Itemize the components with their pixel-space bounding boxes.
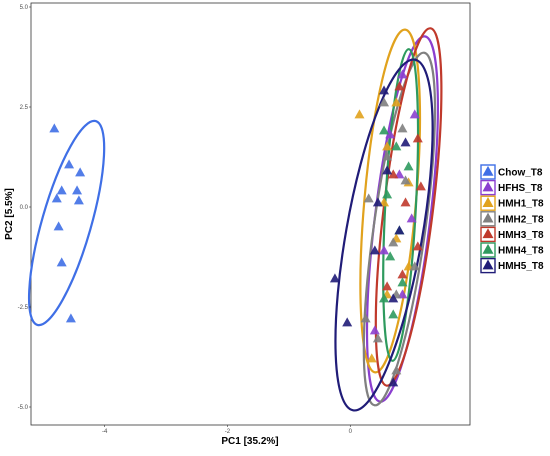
- data-point-hmh2_t8-10: [391, 365, 402, 375]
- data-point-hfhs_t8-4: [406, 213, 417, 223]
- data-point-hmh5_t8-7: [388, 293, 399, 303]
- x-axis-title: PC1 [35.2%]: [221, 436, 278, 447]
- data-point-hmh5_t8-2: [400, 137, 411, 147]
- y-tick-label: 2.5: [20, 105, 29, 111]
- legend-key-triangle: [482, 243, 494, 254]
- x-tick-label: 0: [349, 429, 353, 435]
- legend-label-hmh2_t8: HMH2_T8: [498, 214, 544, 225]
- data-point-hmh2_t8-0: [379, 97, 390, 107]
- legend-key-triangle: [482, 228, 494, 239]
- legend-key-triangle: [482, 259, 494, 270]
- data-point-chow_t8-7: [53, 221, 64, 231]
- legend-label-hmh1_t8: HMH1_T8: [498, 199, 544, 210]
- data-point-hmh3_t8-3: [415, 181, 426, 191]
- data-point-hmh3_t8-1: [412, 133, 423, 143]
- data-point-chow_t8-9: [65, 313, 76, 323]
- data-point-hmh3_t8-7: [382, 281, 393, 291]
- data-point-hmh2_t8-2: [382, 151, 393, 161]
- y-tick-label: -5.0: [18, 405, 29, 411]
- data-point-chow_t8-2: [75, 167, 86, 177]
- confidence-ellipse-hmh2_t8: [362, 51, 437, 407]
- y-tick-label: 5.0: [20, 5, 29, 11]
- marks-layer: [27, 27, 443, 412]
- legend-label-hfhs_t8: HFHS_T8: [498, 183, 543, 194]
- data-point-hmh1_t8-1: [391, 97, 402, 107]
- data-point-hmh5_t8-0: [329, 273, 340, 283]
- data-point-hmh1_t8-0: [354, 109, 365, 119]
- legend-label-hmh3_t8: HMH3_T8: [498, 230, 544, 241]
- data-point-hfhs_t8-1: [409, 109, 420, 119]
- data-point-hmh2_t8-8: [360, 313, 371, 323]
- data-point-hmh4_t8-1: [391, 141, 402, 151]
- y-tick-label: -2.5: [18, 305, 29, 311]
- data-point-hmh4_t8-8: [388, 309, 399, 319]
- data-point-hmh4_t8-5: [385, 251, 396, 261]
- confidence-ellipse-hmh5_t8: [334, 58, 434, 412]
- data-point-hmh3_t8-4: [400, 197, 411, 207]
- data-point-hmh5_t8-6: [369, 245, 380, 255]
- legend-key-triangle: [482, 181, 494, 192]
- legend-key-triangle: [482, 197, 494, 207]
- y-axis-title: PC2 [5.5%]: [4, 188, 15, 240]
- legend-label-chow_t8: Chow_T8: [498, 168, 543, 179]
- legend-label-hmh4_t8: HMH4_T8: [498, 246, 544, 257]
- data-point-hmh2_t8-6: [409, 261, 420, 271]
- data-point-hmh3_t8-2: [388, 169, 399, 179]
- data-point-hmh5_t8-9: [388, 377, 399, 387]
- data-point-hmh2_t8-3: [400, 175, 411, 185]
- x-tick-label: -2: [225, 429, 231, 435]
- data-point-chow_t8-6: [73, 195, 84, 205]
- data-point-hmh1_t8-8: [366, 353, 377, 363]
- ticks-layer: -5.0 -2.5 0.0 2.5 5.0 -4 -2 0: [18, 5, 353, 435]
- data-point-hmh5_t8-4: [372, 197, 383, 207]
- data-point-hmh3_t8-6: [397, 269, 408, 279]
- y-tick-label: 0.0: [20, 205, 29, 211]
- legend-key-triangle: [482, 212, 494, 223]
- data-point-chow_t8-0: [49, 123, 60, 133]
- data-point-hfhs_t8-5: [379, 245, 390, 255]
- data-point-hmh4_t8-3: [382, 189, 393, 199]
- legend: Chow_T8 HFHS_T8 HMH1_T8 HMH2_T8 HMH3_T8 HMH4_…: [480, 164, 544, 274]
- confidence-ellipse-chow_t8: [27, 119, 106, 327]
- data-point-hmh4_t8-2: [403, 161, 414, 171]
- legend-label-hmh5_t8: HMH5_T8: [498, 261, 544, 272]
- data-point-hmh4_t8-7: [379, 293, 390, 303]
- data-point-hmh3_t8-5: [412, 241, 423, 251]
- x-tick-label: -4: [102, 429, 108, 435]
- data-point-hmh5_t8-1: [379, 85, 390, 95]
- data-point-chow_t8-5: [51, 193, 62, 203]
- data-point-hmh5_t8-3: [382, 165, 393, 175]
- data-point-hmh5_t8-5: [394, 225, 405, 235]
- data-point-hmh4_t8-6: [397, 277, 408, 287]
- data-point-chow_t8-8: [56, 257, 67, 267]
- data-point-hmh1_t8-2: [382, 141, 393, 151]
- data-point-hmh3_t8-0: [394, 81, 405, 91]
- data-point-hmh2_t8-5: [388, 237, 399, 247]
- data-point-chow_t8-4: [72, 185, 83, 195]
- data-point-hmh5_t8-8: [342, 317, 353, 327]
- data-point-hmh2_t8-9: [372, 333, 383, 343]
- data-point-hmh2_t8-4: [363, 193, 374, 203]
- data-point-hfhs_t8-0: [397, 69, 408, 79]
- data-point-hfhs_t8-2: [385, 129, 396, 139]
- data-point-hmh2_t8-1: [397, 123, 408, 133]
- data-point-hfhs_t8-7: [369, 325, 380, 335]
- plot-panel: [30, 2, 471, 426]
- data-point-hmh4_t8-0: [379, 125, 390, 135]
- data-point-chow_t8-1: [64, 159, 75, 169]
- legend-key-triangle: [482, 165, 494, 176]
- data-point-chow_t8-3: [56, 185, 67, 195]
